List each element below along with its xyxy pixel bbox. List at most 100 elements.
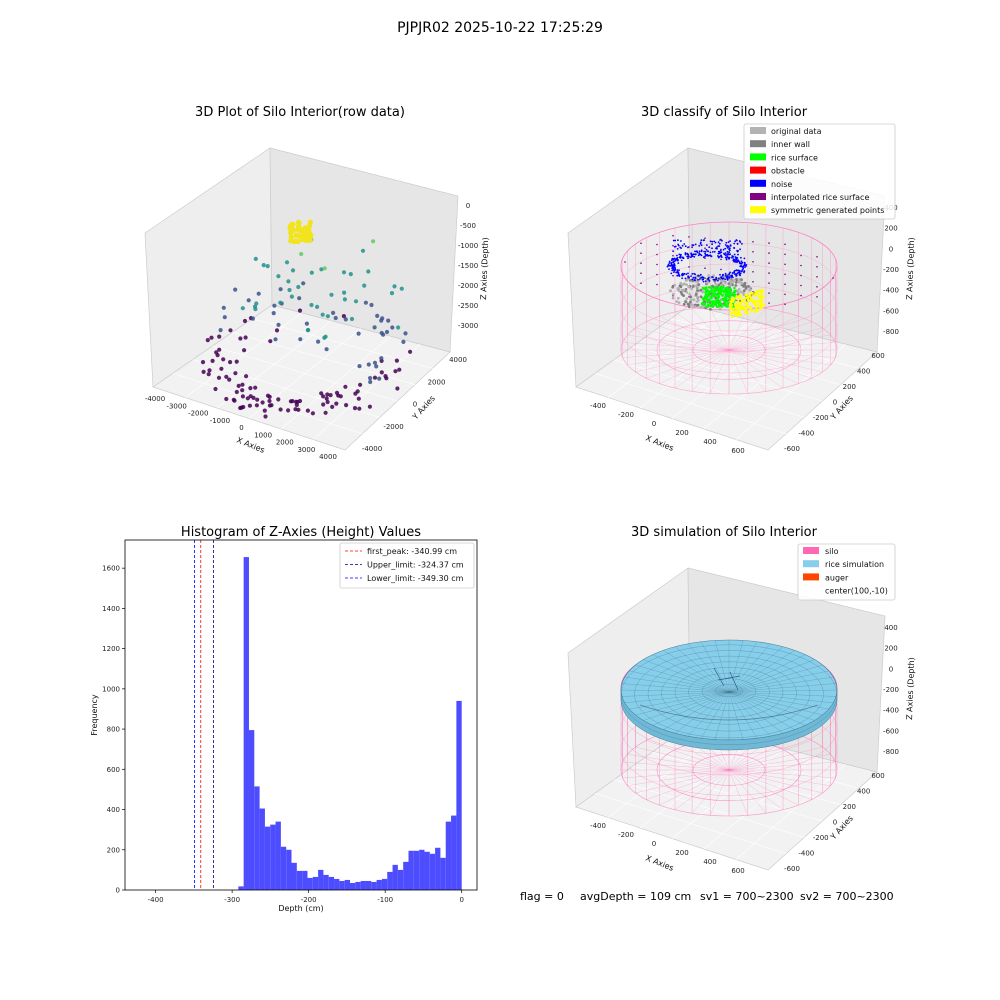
rice-point — [720, 305, 724, 308]
wall-point — [717, 283, 721, 287]
interp-point — [800, 274, 802, 277]
interp-point — [640, 262, 642, 265]
noise-point — [681, 244, 684, 247]
raw-z-tick-6: -3000 — [458, 322, 478, 330]
wall-point — [695, 300, 699, 303]
raw-point — [322, 266, 327, 271]
noise-point — [719, 249, 722, 252]
histogram-x-tick-label: -100 — [377, 896, 393, 904]
noise-point — [680, 259, 683, 262]
raw-point — [218, 328, 223, 333]
interp-point — [784, 283, 786, 286]
wall-point — [684, 279, 688, 282]
raw-point — [248, 386, 253, 391]
noise-point — [729, 249, 731, 252]
cls-x-tick-3: 200 — [675, 429, 688, 437]
silo-floor-spoke — [635, 769, 730, 794]
rice-point — [705, 296, 708, 299]
noise-point — [685, 273, 688, 276]
raw-x-tick-8: 4000 — [319, 453, 337, 461]
noise-point — [676, 274, 679, 277]
raw-point — [408, 349, 413, 354]
raw-point — [349, 316, 355, 322]
raw-point — [309, 270, 314, 275]
wall-point — [729, 284, 732, 287]
footer-avg-depth: avgDepth = 109 cm — [580, 890, 691, 903]
silo-floor-spoke — [728, 769, 823, 794]
raw-point — [240, 382, 245, 387]
noise-point — [680, 256, 682, 259]
rice-mesh-spoke — [728, 691, 829, 710]
raw-point — [242, 348, 247, 353]
raw-point — [379, 356, 384, 361]
histogram-bar — [451, 815, 457, 890]
histogram-y-tick-label: 200 — [107, 846, 120, 854]
noise-point — [682, 257, 685, 260]
silo-floor-spoke — [728, 349, 748, 394]
wall-point — [740, 278, 743, 282]
wall-point — [738, 280, 741, 284]
wall-point — [697, 283, 701, 286]
noise-point — [724, 278, 726, 281]
sym-point — [735, 295, 738, 298]
sym-point — [746, 306, 749, 309]
noise-point — [709, 240, 712, 243]
raw-point — [200, 360, 206, 365]
raw-z-tick-0: 0 — [466, 202, 470, 210]
silo-floor-spoke — [659, 349, 730, 384]
sim-x-tick-5: 600 — [731, 867, 744, 875]
raw-point — [394, 358, 399, 363]
raw-point — [250, 316, 255, 321]
silo-floor-spoke — [728, 349, 831, 366]
histogram-bar — [429, 853, 436, 890]
histogram-x-tick-label: -200 — [301, 896, 317, 904]
sim-x-tick-3: 200 — [675, 849, 688, 857]
noise-point — [741, 269, 744, 271]
silo-floor-spoke — [635, 327, 730, 351]
rice-point — [700, 302, 704, 306]
raw-point — [248, 394, 253, 399]
rice-mesh-spoke — [728, 691, 834, 704]
interp-point — [704, 247, 706, 249]
simulation-legend-label: rice simulation — [825, 560, 884, 569]
noise-point — [737, 271, 739, 274]
wall-point — [671, 292, 675, 296]
histogram-bar — [318, 869, 324, 890]
wall-point — [742, 293, 746, 296]
histogram-bar — [238, 886, 244, 890]
noise-point — [729, 244, 732, 247]
histogram-legend-frame — [339, 542, 475, 589]
silo-floor-spoke — [728, 769, 831, 786]
raw-point — [341, 314, 346, 319]
wall-point — [740, 281, 744, 285]
raw-point — [396, 325, 401, 330]
rice-point — [724, 287, 727, 290]
raw-z-tick-5: -2500 — [458, 302, 478, 310]
wall-point — [729, 279, 732, 282]
interp-point — [656, 263, 658, 266]
rice-point — [703, 303, 707, 306]
interp-point — [768, 262, 770, 264]
noise-point — [673, 263, 676, 265]
raw-point — [245, 396, 250, 401]
noise-point — [743, 257, 746, 260]
simulation-rice-surface — [620, 639, 838, 751]
rice-point — [709, 286, 713, 289]
raw-point — [368, 379, 373, 385]
wall-point — [707, 274, 711, 277]
noise-point — [733, 253, 736, 256]
raw-point — [309, 302, 314, 308]
raw-point — [357, 364, 362, 369]
sym-point — [744, 308, 748, 312]
noise-point — [739, 248, 741, 251]
classify-legend-swatch — [750, 193, 766, 200]
raw-point-cluster — [302, 225, 308, 231]
wall-point — [719, 281, 723, 285]
classify-plot-title: 3D classify of Silo Interior — [641, 105, 808, 120]
silo-floor-spoke — [728, 754, 831, 771]
noise-point — [739, 274, 741, 277]
noise-point — [687, 257, 689, 260]
noise-point — [724, 247, 727, 250]
raw-point — [265, 393, 271, 398]
sym-point — [746, 303, 749, 307]
